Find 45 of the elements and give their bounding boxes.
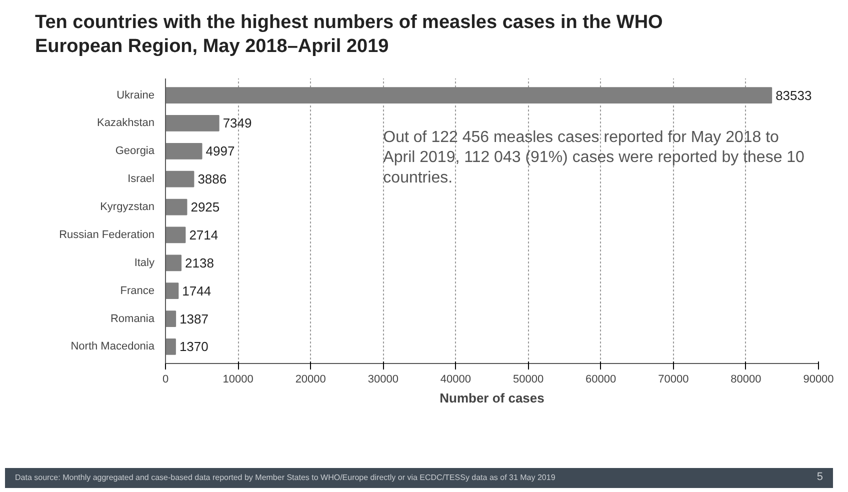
y-tick-label: Kyrgyzstan [100, 201, 155, 214]
y-tick-label: North Macedonia [70, 340, 156, 353]
x-tick-label: 70000 [658, 374, 689, 386]
bar [166, 282, 179, 300]
y-tick-label: Romania [110, 312, 156, 325]
data-label: 1744 [182, 283, 212, 298]
annotation: Out of 122 456 measles cases reported for May 2018 to April 2019, 112 043 (91%) cases were reported by these 10 countries. [383, 128, 805, 187]
x-axis-title: Number of cases [440, 390, 544, 406]
y-tick-label: Georgia [115, 145, 156, 158]
bar [166, 310, 176, 327]
bar [166, 115, 220, 132]
data-label: 2138 [185, 255, 214, 270]
x-tick-label: 10000 [222, 374, 254, 386]
y-tick-label: Russian Federation [59, 228, 155, 241]
x-tick-label: 60000 [586, 374, 616, 386]
y-tick-label: Italy [134, 256, 155, 269]
y-tick-label: France [120, 284, 155, 297]
data-label: 7349 [222, 116, 252, 131]
data-label: 1370 [179, 339, 208, 354]
data-label: 2925 [190, 200, 220, 215]
data-label: 2714 [189, 227, 218, 242]
data-label: 3886 [198, 172, 227, 187]
bar [166, 170, 194, 188]
source-note: Data source: Monthly aggregated and case-based data reported by Member States to WHO/Europe directly or via ECDC/TESSy data as of 31 May 2019 [15, 472, 556, 484]
bar [166, 198, 188, 216]
x-tick-label: 0 [162, 374, 169, 386]
chart-title: Ten countries with the highest numbers of measles cases in the WHO European Region, May 2018–April 2019 [35, 11, 664, 58]
bar [166, 226, 186, 244]
y-tick-label: Kazakhstan [97, 117, 155, 130]
x-tick-label: 90000 [803, 374, 834, 386]
data-label: 1387 [180, 311, 208, 326]
bar [166, 142, 202, 160]
data-label: 4997 [206, 144, 235, 159]
x-tick-label: 40000 [440, 374, 472, 386]
x-tick-label: 50000 [512, 374, 544, 386]
x-tick-label: 30000 [368, 374, 398, 386]
data-label: 83533 [776, 88, 812, 103]
text: 5 [816, 470, 823, 486]
y-tick-label: Ukraine [116, 89, 154, 102]
y-tick-label: Israel [128, 173, 155, 186]
x-tick-label: 80000 [730, 374, 762, 386]
x-tick-label: 20000 [295, 374, 326, 386]
bar [166, 338, 176, 355]
bar [166, 254, 182, 272]
bar [166, 87, 772, 104]
